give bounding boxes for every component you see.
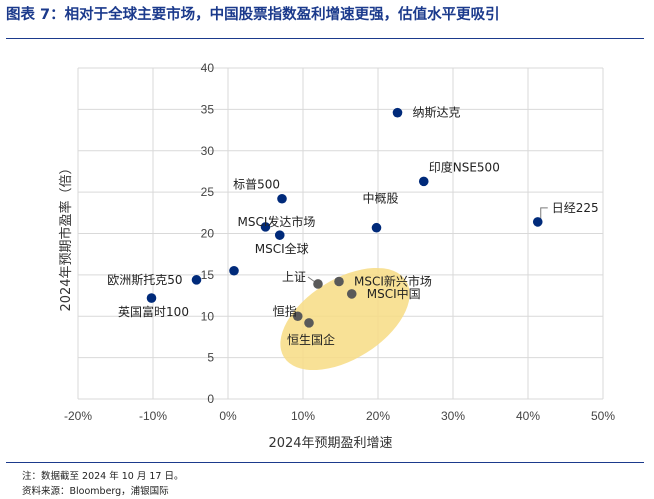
data-point [146,293,157,303]
data-points [146,107,543,328]
label-connectors [307,207,548,283]
point-label: MSCI发达市场 [238,214,316,229]
y-tick-label: 5 [207,351,214,365]
y-tick-label: 30 [201,144,215,158]
point-label: 英国富时100 [118,304,189,319]
point-label: 上证 [282,270,306,284]
point-label: 印度NSE500 [429,159,500,174]
y-tick-label: 0 [207,392,214,406]
data-point [418,176,429,187]
figure-title: 图表 7：相对于全球主要市场，中国股票指数盈利增速更强，估值水平更吸引 [6,7,500,23]
x-tick-label: 20% [366,409,390,423]
data-point [371,222,382,233]
x-tick-label: -20% [64,409,92,423]
x-tick-label: 0% [219,409,237,423]
y-tick-label: 10 [201,309,215,323]
x-tick-label: 50% [591,409,615,423]
point-label: MSCI全球 [255,241,309,256]
data-point [277,193,287,204]
label-connector [307,276,316,283]
point-label: 欧洲斯托克50 [107,273,182,287]
scatter-chart: -20% -10% 0% 10% 20% 30% 40% 50% 0 5 10 15 20 25 30 35 4… [58,61,615,451]
y-tick-label: 40 [201,61,215,75]
china-highlight-region [280,267,410,371]
data-point [313,279,323,289]
point-label: 中概股 [362,191,398,206]
data-point [292,311,303,322]
x-tick-label: 40% [516,409,540,423]
x-axis-title: 2024年预期盈利增速 [268,436,392,451]
y-tick-label: 35 [201,102,215,116]
point-label: MSCI中国 [367,286,421,301]
x-tick-label: 10% [291,409,315,423]
data-point [191,275,202,285]
x-tick-label: -10% [139,409,167,423]
y-tick-label: 15 [201,268,215,282]
y-tick-label: 20 [201,227,215,241]
x-tick-label: 30% [441,409,465,423]
point-label: 恒生国企 [287,332,335,347]
china-highlight-ellipse [280,267,410,371]
data-point [229,265,239,276]
data-point [260,222,271,232]
title-divider [6,38,644,39]
data-point [274,230,285,240]
point-label: 标普500 [233,178,280,192]
point-label: MSCI新兴市场 [354,273,432,288]
data-point [334,276,344,287]
data-point [304,318,314,328]
point-label: 恒指 [273,303,297,318]
source-note: 资料来源：Bloomberg，浦银国际 [22,486,169,497]
footnote: 注：数据截至 2024 年 10 月 17 日。 [22,471,184,482]
point-label: 日经225 [552,201,599,215]
data-point [346,289,357,299]
footer-divider [6,462,644,463]
axis-ticks: -20% -10% 0% 10% 20% 30% 40% 50% 0 5 10 15 20 25 30 35 4… [64,61,615,423]
y-tick-label: 25 [201,185,215,199]
label-connector [540,207,548,219]
data-point [532,217,543,227]
data-point [392,107,403,118]
point-label: 纳斯达克 [413,106,461,120]
y-axis-title: 2024年预期市盈率（倍） [58,161,74,311]
